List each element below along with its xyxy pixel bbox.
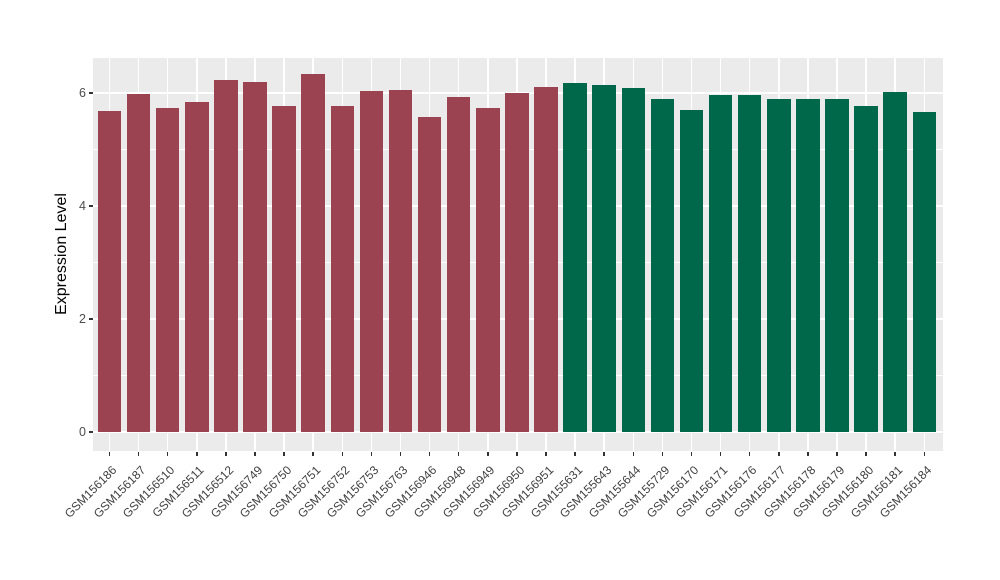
bar-GSM156176 [737,94,762,432]
x-tick-mark [312,452,314,456]
plot-panel [93,58,943,451]
bar-GSM155643 [592,84,616,432]
y-tick-label: 6 [79,85,86,100]
x-tick-mark [254,452,256,456]
x-tick-mark [661,452,664,456]
bar-GSM156170 [679,109,704,432]
x-tick-mark [574,452,576,456]
bar-GSM156946 [417,117,442,432]
bar-GSM156181 [883,92,907,432]
x-tick-mark [166,452,169,456]
bar-GSM156750 [272,105,296,432]
x-tick-mark [690,452,693,456]
bar-GSM156751 [301,74,325,432]
y-tick-mark [89,92,93,94]
gridline-major [93,431,943,433]
x-tick-mark [545,452,547,456]
bar-GSM156950 [505,93,529,432]
x-tick-mark [923,452,926,456]
bar-GSM156187 [126,94,151,432]
x-tick-mark [108,452,111,456]
bar-GSM155644 [621,88,646,432]
x-tick-mark [516,452,518,456]
bar-GSM156186 [97,111,122,432]
bar-GSM156763 [388,90,413,432]
bar-GSM156512 [214,80,238,432]
x-tick-mark [719,452,722,456]
x-tick-mark [341,452,344,456]
bar-GSM156180 [854,105,878,432]
x-tick-mark [370,452,373,456]
x-tick-mark [778,452,780,456]
x-tick-mark [487,452,489,456]
y-tick-mark [89,431,93,433]
x-tick-mark [865,452,867,456]
bar-GSM156179 [825,99,849,432]
bar-GSM156951 [534,86,558,432]
y-tick-label: 2 [79,311,86,326]
bar-GSM155631 [563,83,587,432]
x-tick-mark [836,452,838,456]
x-tick-mark [399,452,402,456]
x-tick-mark [632,452,635,456]
x-tick-mark [807,452,809,456]
x-tick-mark [603,452,605,456]
y-tick-label: 0 [79,424,86,439]
bar-GSM156184 [912,111,937,432]
x-tick-mark [137,452,140,456]
x-tick-mark [225,452,227,456]
bar-GSM156749 [243,81,267,432]
bar-GSM156177 [767,98,791,432]
y-tick-mark [89,318,93,320]
x-tick-mark [283,452,285,456]
y-tick-label: 4 [79,198,86,213]
bar-GSM156753 [359,90,384,432]
bar-GSM156948 [446,96,471,432]
bar-GSM156949 [476,108,500,432]
bar-GSM155729 [650,99,675,432]
x-tick-mark [894,452,896,456]
x-tick-mark [428,452,431,456]
bar-GSM156171 [708,94,733,432]
bar-GSM156752 [330,105,355,432]
bar-GSM156510 [155,108,180,432]
x-tick-mark [748,452,751,456]
bar-GSM156178 [796,98,820,432]
x-tick-mark [196,452,198,456]
bar-GSM156511 [185,102,209,432]
x-tick-mark [457,452,460,456]
y-tick-mark [89,205,93,207]
